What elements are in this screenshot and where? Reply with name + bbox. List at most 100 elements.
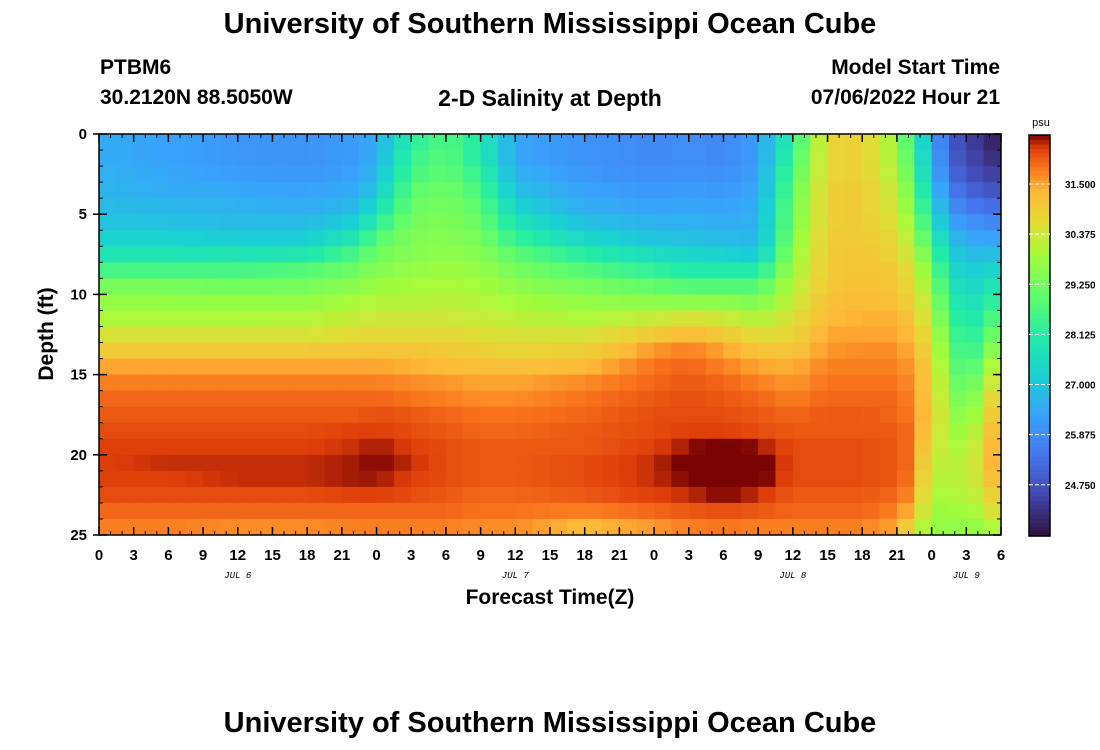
heatmap-cell bbox=[307, 438, 326, 456]
heatmap-cell bbox=[324, 454, 343, 472]
colorbar-segment bbox=[1029, 139, 1050, 145]
heatmap-cell bbox=[532, 246, 551, 263]
heatmap-cell bbox=[220, 358, 239, 376]
heatmap-cell bbox=[671, 150, 690, 167]
heatmap-cell bbox=[896, 150, 915, 167]
heatmap-cell bbox=[619, 150, 638, 167]
heatmap-cell bbox=[584, 214, 603, 231]
colorbar-segment bbox=[1029, 282, 1050, 288]
heatmap-cell bbox=[792, 150, 811, 167]
heatmap-cell bbox=[567, 294, 586, 312]
heatmap-cell bbox=[931, 390, 950, 408]
heatmap-cell bbox=[359, 310, 378, 328]
heatmap-cell bbox=[636, 262, 655, 279]
heatmap-cell bbox=[116, 470, 135, 488]
heatmap-cell bbox=[255, 342, 274, 360]
heatmap-cell bbox=[463, 262, 482, 279]
heatmap-cell bbox=[862, 166, 881, 183]
heatmap-cell bbox=[688, 214, 707, 231]
colorbar-segment bbox=[1029, 451, 1050, 457]
heatmap-cell bbox=[619, 166, 638, 183]
heatmap-cell bbox=[341, 214, 360, 231]
heatmap-cell bbox=[654, 342, 673, 360]
heatmap-cell bbox=[289, 502, 308, 520]
heatmap-cell bbox=[550, 326, 568, 344]
heatmap-cell bbox=[671, 422, 690, 440]
heatmap-cell bbox=[532, 182, 551, 199]
heatmap-cell bbox=[289, 422, 308, 440]
heatmap-cell bbox=[341, 326, 360, 344]
heatmap-cell bbox=[862, 422, 881, 440]
heatmap-cell bbox=[133, 486, 152, 504]
heatmap-cell bbox=[497, 358, 516, 376]
heatmap-cell bbox=[255, 406, 274, 424]
heatmap-cell bbox=[810, 294, 829, 312]
heatmap-cell bbox=[237, 150, 256, 167]
heatmap-cell bbox=[792, 358, 811, 376]
heatmap-cell bbox=[515, 310, 534, 328]
heatmap-cell bbox=[480, 278, 499, 295]
heatmap-cell bbox=[359, 374, 378, 392]
colorbar-segment bbox=[1029, 250, 1050, 256]
heatmap-cell bbox=[775, 278, 794, 295]
heatmap-cell bbox=[636, 198, 655, 215]
heatmap-cell bbox=[324, 390, 343, 408]
heatmap-cell bbox=[376, 182, 395, 199]
heatmap-cell bbox=[532, 342, 551, 360]
heatmap-cell bbox=[393, 374, 412, 392]
heatmap-cell bbox=[602, 358, 620, 376]
heatmap-cell bbox=[914, 230, 933, 247]
heatmap-cell bbox=[220, 198, 239, 215]
heatmap-cell bbox=[792, 406, 811, 424]
y-axis-label: Depth (ft) bbox=[35, 287, 58, 380]
x-tick-label: 18 bbox=[299, 547, 316, 564]
heatmap-cell bbox=[359, 502, 378, 520]
heatmap-cell bbox=[740, 470, 759, 488]
heatmap-cell bbox=[168, 278, 187, 295]
colorbar-segment bbox=[1029, 344, 1050, 350]
heatmap-cell bbox=[706, 214, 725, 231]
heatmap-cell bbox=[203, 326, 222, 344]
heatmap-cell bbox=[359, 246, 378, 263]
heatmap-cell bbox=[116, 390, 135, 408]
heatmap-cell bbox=[324, 342, 343, 360]
heatmap-cell bbox=[931, 198, 950, 215]
heatmap-cell bbox=[567, 342, 586, 360]
heatmap-cell bbox=[376, 358, 395, 376]
heatmap-cell bbox=[844, 518, 863, 535]
heatmap-cell bbox=[688, 454, 707, 472]
heatmap-cell bbox=[619, 230, 638, 247]
heatmap-cell bbox=[99, 166, 117, 183]
heatmap-cell bbox=[324, 278, 343, 295]
heatmap-cell bbox=[896, 326, 915, 344]
heatmap-cell bbox=[706, 502, 725, 520]
heatmap-cell bbox=[255, 454, 274, 472]
heatmap-cell bbox=[896, 214, 915, 231]
heatmap-cell bbox=[758, 406, 777, 424]
heatmap-cell bbox=[688, 134, 707, 151]
heatmap-cell bbox=[636, 166, 655, 183]
colorbar-segment bbox=[1029, 380, 1050, 386]
heatmap-cell bbox=[948, 358, 967, 376]
heatmap-cell bbox=[255, 198, 274, 215]
heatmap-cell bbox=[151, 470, 169, 488]
heatmap-cell bbox=[914, 150, 933, 167]
heatmap-cell bbox=[723, 358, 742, 376]
colorbar-segment bbox=[1029, 322, 1050, 328]
heatmap-cell bbox=[758, 230, 777, 247]
heatmap-cell bbox=[480, 422, 499, 440]
heatmap-cell bbox=[376, 278, 395, 295]
heatmap-cell bbox=[376, 390, 395, 408]
heatmap-cell bbox=[237, 454, 256, 472]
heatmap-cell bbox=[480, 454, 499, 472]
colorbar-segment bbox=[1029, 375, 1050, 381]
heatmap-cell bbox=[376, 342, 395, 360]
heatmap-cell bbox=[966, 406, 985, 424]
heatmap-cell bbox=[688, 342, 707, 360]
heatmap-cell bbox=[203, 134, 222, 151]
heatmap-cell bbox=[480, 230, 499, 247]
colorbar-segment bbox=[1029, 192, 1050, 198]
heatmap-cell bbox=[844, 470, 863, 488]
heatmap-cell bbox=[341, 422, 360, 440]
heatmap-cell bbox=[497, 150, 516, 167]
